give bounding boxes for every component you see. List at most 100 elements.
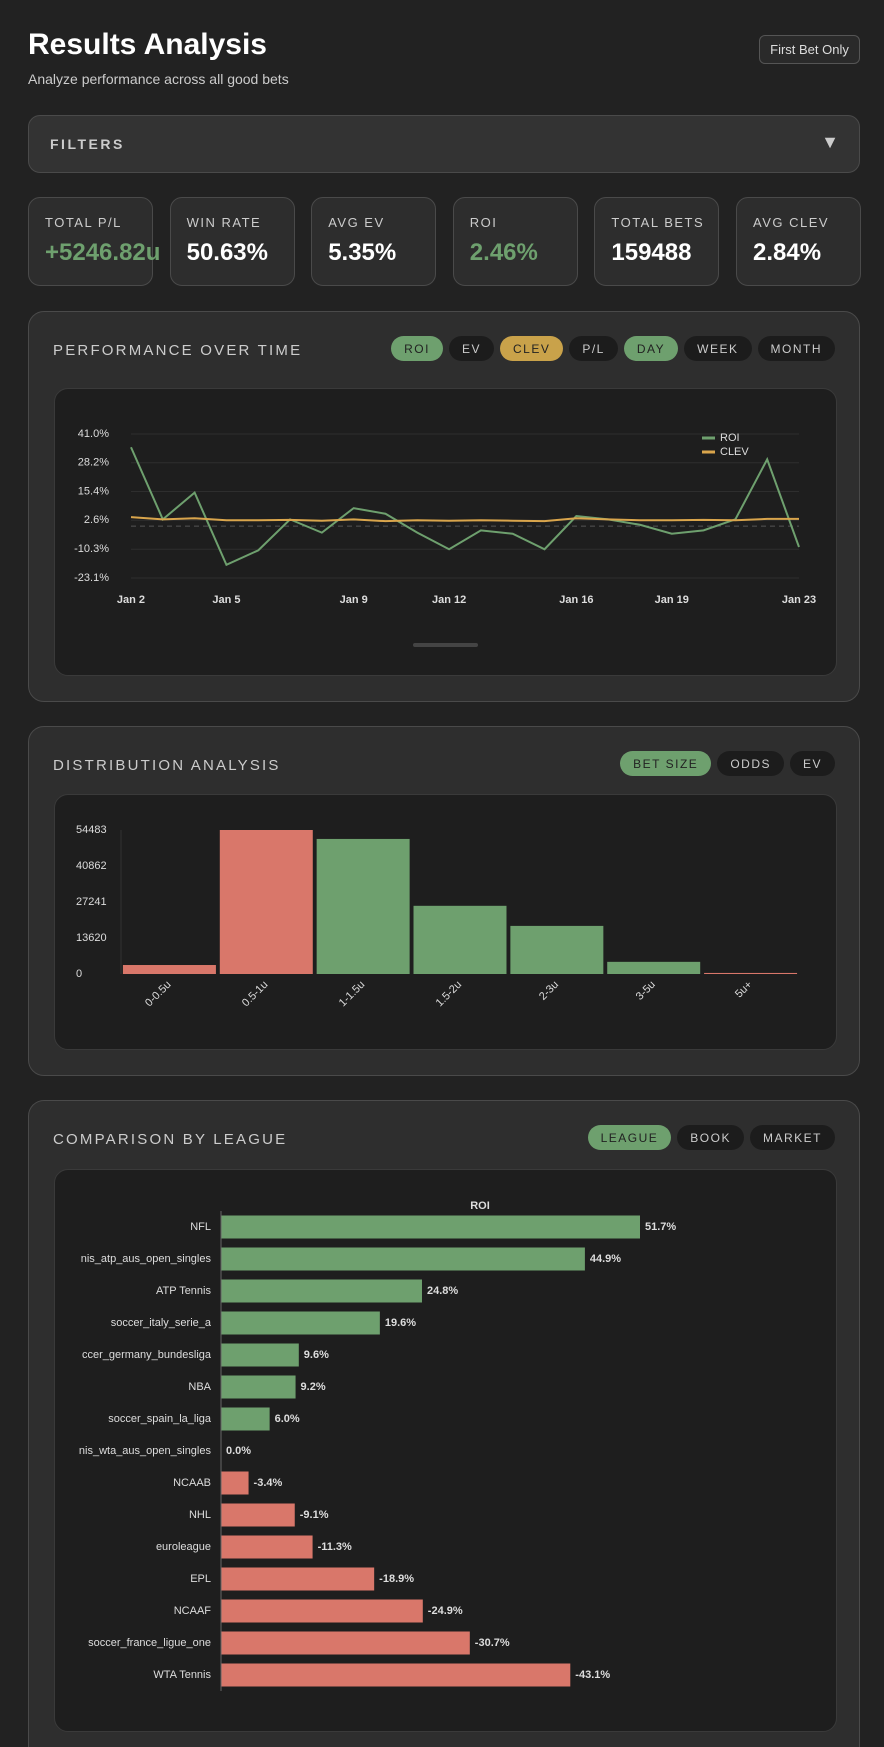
y-tick-label: NCAAB (173, 1477, 211, 1489)
x-tick-label: 2-3u (537, 979, 561, 1003)
y-tick-label: soccer_italy_serie_a (111, 1317, 212, 1329)
toggle-button[interactable]: CLEV (499, 336, 564, 361)
page-title: Results Analysis (28, 28, 267, 61)
x-tick-label: Jan 23 (782, 594, 816, 606)
y-tick-label: 40862 (76, 860, 107, 872)
button-group: LEAGUE BOOK MARKET (587, 1125, 835, 1150)
bar (221, 1503, 295, 1527)
y-tick-label: soccer_france_ligue_one (88, 1637, 211, 1649)
data-label: 24.8% (427, 1285, 458, 1297)
bar (221, 1279, 422, 1303)
chart-box: 41.0% 28.2% 15.4% 2.6% -10.3% -23.1% Jan 2 Jan … (54, 388, 837, 676)
stat-value: 159488 (611, 239, 692, 266)
filters-bar[interactable]: FILTERS ▼ (28, 115, 860, 173)
stat-card: TOTAL P/L +5246.82u (28, 197, 160, 286)
toggle-button[interactable]: DAY (623, 336, 679, 361)
bar (221, 1631, 470, 1655)
toggle-button[interactable]: EV (789, 751, 835, 776)
bar (221, 1375, 296, 1399)
stat-label: TOTAL BETS (611, 215, 705, 230)
page-subtitle: Analyze performance across all good bets (28, 71, 289, 87)
x-tick-label: Jan 5 (212, 594, 240, 606)
stat-label: TOTAL P/L (45, 215, 122, 230)
button-group: BET SIZE ODDS EV (620, 751, 835, 776)
data-label: 9.2% (301, 1381, 326, 1393)
legend-label: CLEV (720, 446, 749, 458)
data-label: -24.9% (428, 1605, 463, 1617)
data-label: 19.6% (385, 1317, 416, 1329)
scroll-indicator (413, 643, 478, 647)
x-tick-label: 5u+ (733, 979, 755, 1001)
x-tick-label: Jan 16 (559, 594, 593, 606)
stat-card: ROI 2.46% (452, 197, 578, 286)
stat-label: ROI (469, 215, 498, 230)
series-line (130, 446, 800, 567)
x-tick-label: 1-1.5u (337, 979, 368, 1010)
toggle-button[interactable]: ROI (391, 336, 443, 361)
toggle-button[interactable]: BET SIZE (620, 751, 712, 776)
y-tick-label: 15.4% (78, 485, 109, 497)
data-label: -9.1% (300, 1509, 329, 1521)
y-tick-label: WTA Tennis (153, 1669, 211, 1681)
panel: PERFORMANCE OVER TIME ROI EV CLEV P/L DAY WEE… (28, 311, 860, 702)
bar (510, 925, 604, 974)
data-label: -11.3% (318, 1541, 352, 1553)
stat-value: 2.84% (753, 239, 822, 266)
toggle-button[interactable]: P/L (569, 336, 618, 361)
stat-card: WIN RATE 50.63% (169, 197, 295, 286)
first-bet-toggle[interactable]: First Bet Only (759, 35, 860, 64)
data-label: 0.0% (226, 1445, 251, 1457)
panel: COMPARISON BY LEAGUE LEAGUE BOOK MARKET RO… (28, 1100, 860, 1747)
legend-label: ROI (720, 432, 740, 444)
y-tick-label: 13620 (76, 932, 107, 944)
bar (221, 1311, 380, 1335)
y-tick-label: NBA (188, 1381, 211, 1393)
toggle-button[interactable]: BOOK (677, 1125, 744, 1150)
series-line (130, 516, 799, 523)
y-tick-label: -23.1% (74, 572, 109, 584)
stat-label: AVG EV (328, 215, 385, 230)
bar (221, 1343, 299, 1367)
x-tick-label: 1.5-2u (434, 979, 465, 1010)
x-tick-label: Jan 2 (117, 594, 145, 606)
stat-label: WIN RATE (186, 215, 262, 230)
data-label: -18.9% (379, 1573, 414, 1585)
y-tick-label: 28.2% (78, 457, 109, 469)
toggle-button[interactable]: WEEK (684, 336, 752, 361)
bar-chart: 0 13620 27241 40862 54483 0-0.5u 0.5-1u 1-1.5u 1… (76, 824, 798, 1010)
bar (122, 965, 216, 974)
stat-value: +5246.82u (45, 239, 161, 266)
button-group: ROI EV CLEV P/L DAY WEEK MONTH (391, 336, 835, 361)
x-tick-label: 0-0.5u (143, 979, 174, 1010)
y-tick-label: 41.0% (78, 428, 109, 440)
data-label: -30.7% (475, 1637, 510, 1649)
hbar-chart: ROI NFL 51.7% nis_atp_aus_open_singles 44.9%… (79, 1200, 676, 1691)
data-label: 44.9% (590, 1253, 621, 1265)
data-label: -43.1% (575, 1669, 610, 1681)
y-tick-label: 0 (76, 968, 82, 980)
toggle-button[interactable]: LEAGUE (587, 1125, 672, 1150)
data-label: 6.0% (275, 1413, 300, 1425)
toggle-button[interactable]: MONTH (757, 336, 835, 361)
x-tick-label: Jan 12 (432, 594, 466, 606)
stat-value: 2.46% (469, 239, 538, 266)
toggle-button[interactable]: ODDS (717, 751, 784, 776)
panel: DISTRIBUTION ANALYSIS BET SIZE ODDS EV 0 13… (28, 726, 860, 1076)
toggle-button[interactable]: EV (448, 336, 494, 361)
bar (221, 1215, 640, 1239)
bar (221, 1535, 313, 1559)
stat-card: AVG CLEV 2.84% (736, 197, 861, 286)
panel-title: DISTRIBUTION ANALYSIS (53, 757, 281, 774)
y-tick-label: ATP Tennis (156, 1285, 212, 1297)
panel-title: PERFORMANCE OVER TIME (53, 342, 303, 359)
bar (221, 1567, 375, 1591)
toggle-button[interactable]: MARKET (749, 1125, 835, 1150)
y-tick-label: euroleague (156, 1541, 211, 1553)
data-label: 51.7% (645, 1221, 676, 1233)
bar (221, 1599, 423, 1623)
y-tick-label: NFL (190, 1221, 211, 1233)
bar (316, 838, 410, 974)
stat-card: AVG EV 5.35% (311, 197, 437, 286)
y-tick-label: nis_atp_aus_open_singles (81, 1253, 212, 1265)
